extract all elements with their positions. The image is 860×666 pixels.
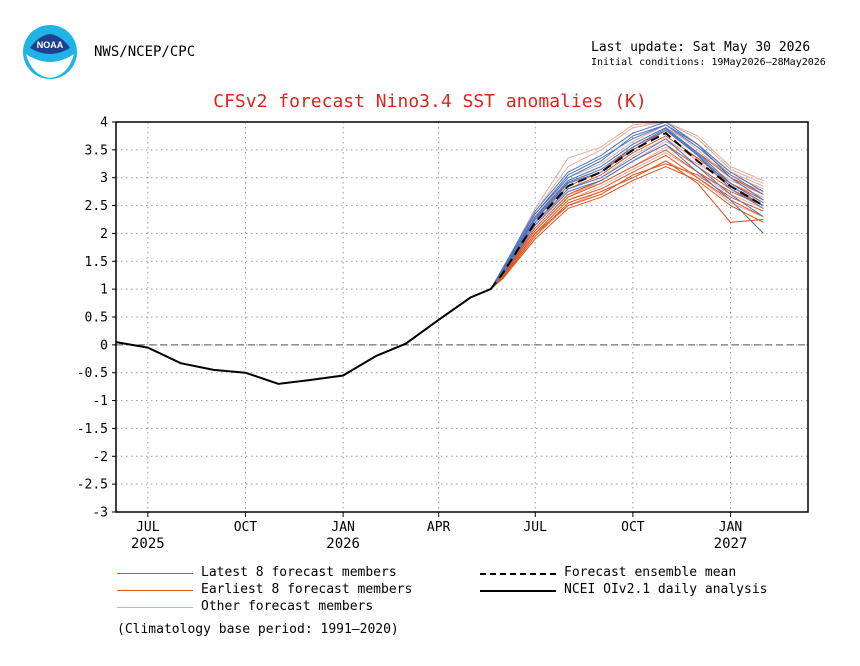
legend-item-latest: Latest 8 forecast members (117, 565, 437, 581)
x-tick-label: OCT (621, 520, 645, 535)
legend-swatch-ensemble-mean (480, 573, 556, 575)
ensemble-member-line (490, 149, 764, 290)
legend-item-analysis: NCEI OIv2.1 daily analysis (480, 582, 810, 598)
y-tick-label: 0.5 (85, 311, 108, 326)
x-year-label: 2025 (131, 536, 165, 552)
y-tick-label: -2 (92, 450, 108, 465)
y-tick-label: 1 (100, 283, 108, 298)
x-tick-label: JAN (719, 520, 742, 535)
plot-frame (115, 121, 809, 513)
y-tick-label: -1 (92, 394, 108, 409)
ensemble-member-line (490, 124, 764, 290)
ensemble-member-line (490, 128, 764, 290)
y-tick-label: 2 (100, 227, 108, 242)
analysis-line (116, 288, 492, 385)
y-tick-label: -0.5 (77, 366, 108, 381)
x-year-label: 2026 (326, 536, 360, 552)
y-tick-label: 0 (100, 338, 108, 353)
x-tick-label: JUL (523, 520, 547, 535)
noaa-logo: NOAA (23, 25, 77, 79)
legend-swatch-other (117, 607, 193, 608)
y-tick-label: 3 (100, 171, 108, 186)
legend-item-earliest: Earliest 8 forecast members (117, 582, 437, 598)
legend-swatch-earliest (117, 590, 193, 591)
y-tick-label: 2.5 (85, 199, 108, 214)
x-tick-label: JUL (136, 520, 160, 535)
legend-label-earliest: Earliest 8 forecast members (201, 582, 413, 597)
x-year-label: 2027 (714, 536, 748, 552)
ensemble-mean-line (489, 131, 764, 290)
legend-label-other: Other forecast members (201, 599, 374, 614)
noaa-logo-text: NOAA (37, 40, 64, 50)
chart-title: CFSv2 forecast Nino3.4 SST anomalies (K) (213, 91, 647, 112)
legend-label-analysis: NCEI OIv2.1 daily analysis (564, 582, 768, 597)
last-update: Last update: Sat May 30 2026 (591, 40, 811, 55)
agency-label: NWS/NCEP/CPC (94, 44, 196, 60)
legend-item-ensemble-mean: Forecast ensemble mean (480, 565, 810, 581)
ensemble-member-line (490, 166, 764, 290)
legend-item-other: Other forecast members (117, 599, 437, 615)
x-tick-label: APR (427, 520, 451, 535)
initial-conditions: Initial conditions: 19May2026–28May2026 (591, 57, 826, 68)
y-tick-label: 1.5 (85, 255, 108, 270)
y-tick-label: -2.5 (77, 478, 108, 493)
x-tick-label: OCT (234, 520, 258, 535)
ensemble-member-line (490, 127, 764, 290)
legend-swatch-latest (117, 573, 193, 574)
y-tick-label: -3 (92, 506, 108, 521)
legend-label-ensemble-mean: Forecast ensemble mean (564, 565, 737, 580)
y-tick-label: 4 (100, 116, 108, 131)
y-tick-label: 3.5 (85, 143, 108, 158)
legend-label-latest: Latest 8 forecast members (201, 565, 397, 580)
x-tick-label: JAN (331, 520, 354, 535)
climatology-footnote: (Climatology base period: 1991–2020) (117, 622, 399, 637)
ensemble-member-line (490, 143, 764, 290)
legend-swatch-analysis (480, 590, 556, 592)
y-tick-label: -1.5 (77, 422, 108, 437)
